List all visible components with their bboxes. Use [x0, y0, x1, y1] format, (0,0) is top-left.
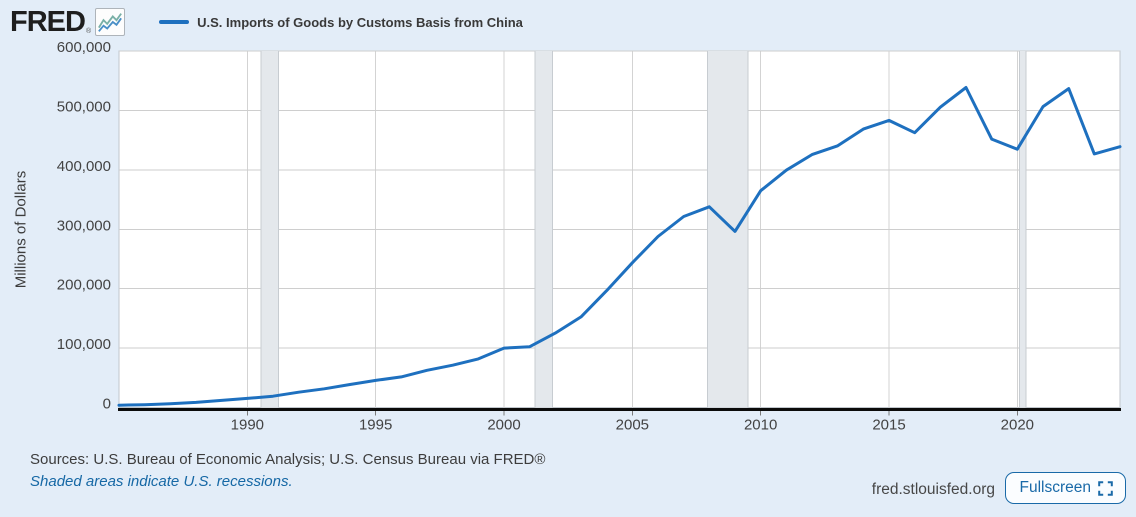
- recession-band: [707, 51, 748, 408]
- line-chart-canvas[interactable]: 1990 1995 2000 2005 2010 2015 2020 0 100,000 200,…: [0, 0, 1136, 445]
- fred-logo-text: FRED: [10, 5, 86, 38]
- y-tick-label: 100,000: [57, 336, 111, 353]
- fullscreen-expand-icon: [1098, 480, 1113, 496]
- y-tick-label: 600,000: [57, 39, 111, 56]
- x-tick-label: 2010: [744, 417, 777, 434]
- fred-sparkline-icon: [95, 8, 126, 36]
- fred-site-link[interactable]: fred.stlouisfed.org: [871, 481, 995, 498]
- recession-band: [1019, 51, 1026, 408]
- x-tick-label: 1990: [231, 417, 264, 434]
- x-tick-label: 1995: [359, 417, 392, 434]
- x-tick-label: 2000: [487, 417, 520, 434]
- chart-header: FRED ® U.S. Imports of Goods by Customs …: [10, 6, 523, 38]
- y-tick-label: 200,000: [57, 277, 111, 294]
- fred-logo[interactable]: FRED ®: [10, 5, 91, 38]
- recession-band: [261, 51, 279, 408]
- y-tick-label: 500,000: [57, 98, 111, 115]
- sources-text: Sources: U.S. Bureau of Economic Analysi…: [30, 451, 546, 468]
- y-axis-title: Millions of Dollars: [12, 170, 30, 288]
- x-tick-label: 2015: [872, 417, 905, 434]
- x-tick-label: 2020: [1001, 417, 1034, 434]
- y-tick-label: 400,000: [57, 158, 111, 175]
- chart-legend: U.S. Imports of Goods by Customs Basis f…: [159, 15, 523, 30]
- fullscreen-button-label: Fullscreen: [1019, 479, 1092, 496]
- fullscreen-button[interactable]: Fullscreen: [1004, 472, 1126, 504]
- registered-mark: ®: [85, 27, 91, 35]
- y-tick-label: 300,000: [57, 217, 111, 234]
- series-line: [117, 86, 1122, 407]
- legend-line-swatch: [159, 20, 190, 24]
- recession-band: [535, 51, 553, 408]
- legend-series-label: U.S. Imports of Goods by Customs Basis f…: [197, 14, 523, 30]
- y-tick-label: 0: [103, 396, 111, 413]
- recession-note-link[interactable]: Shaded areas indicate U.S. recessions.: [30, 473, 293, 490]
- x-tick-label: 2005: [616, 417, 649, 434]
